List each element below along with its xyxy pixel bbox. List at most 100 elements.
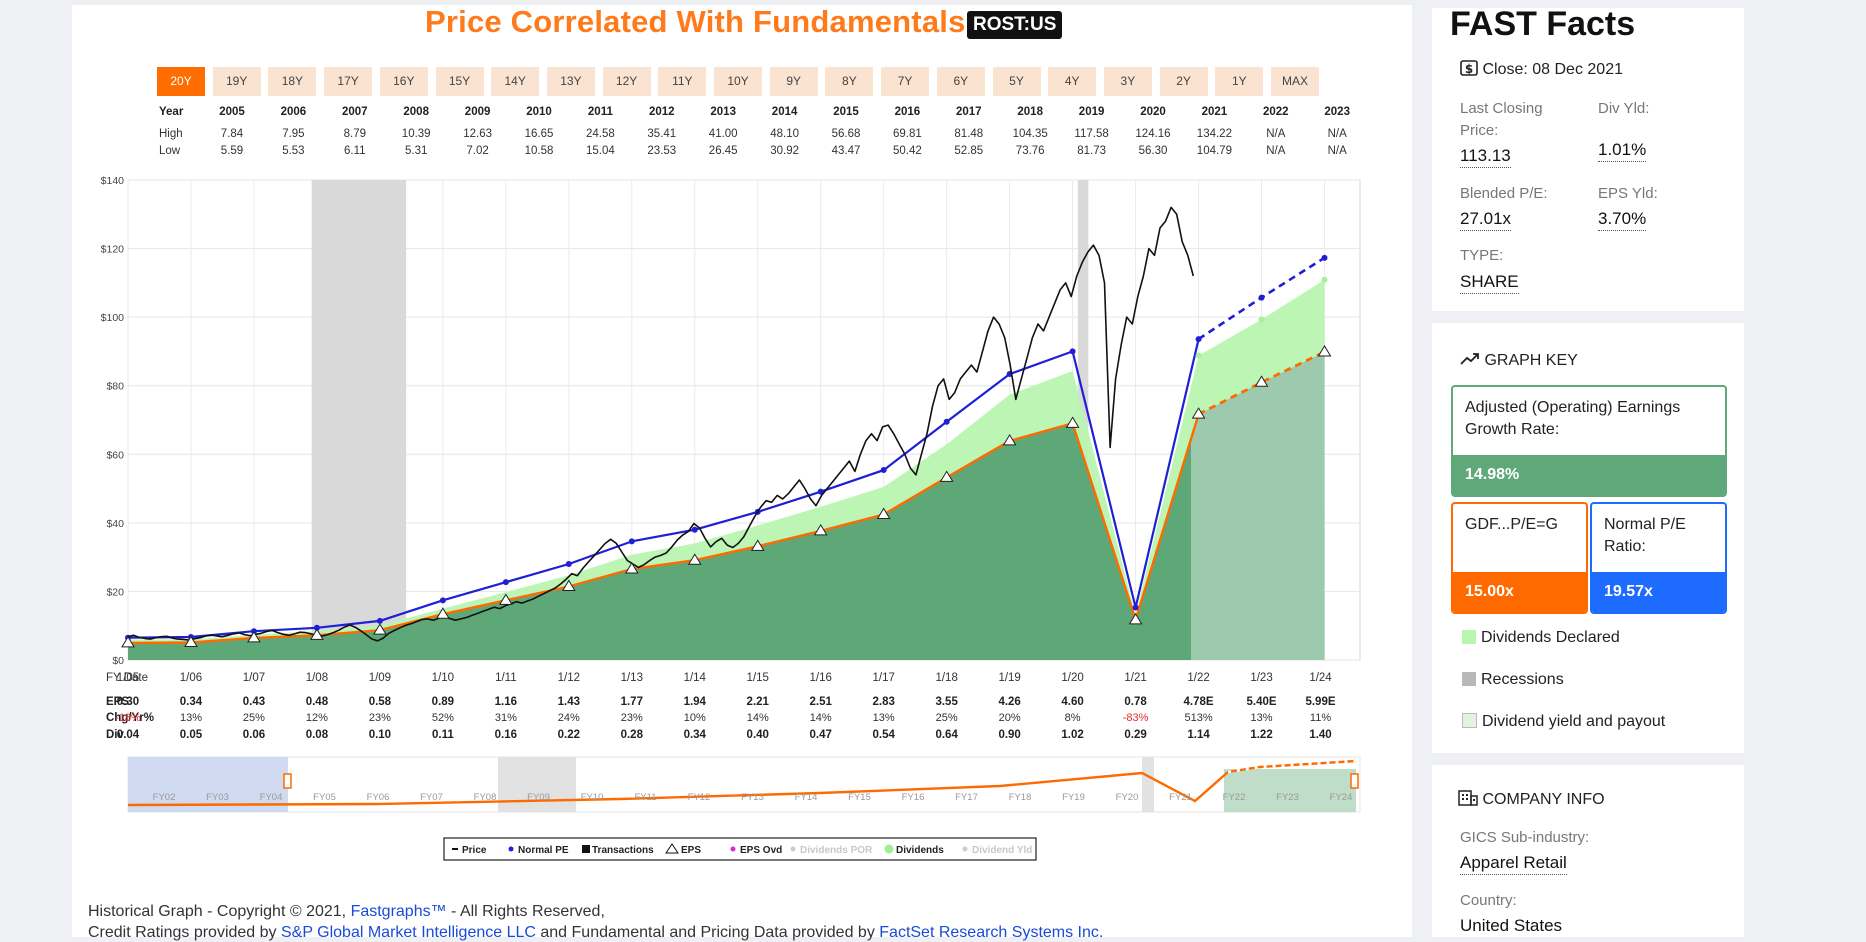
- year-cell: 2008: [403, 106, 429, 118]
- fastgraphs-link[interactable]: Fastgraphs™: [350, 903, 447, 920]
- navigator-label: FY13: [741, 792, 764, 803]
- high-cell: 69.81: [893, 128, 922, 140]
- range-button-8y[interactable]: 8Y: [825, 67, 874, 96]
- normal-pe-point: [565, 561, 572, 567]
- year-cell: 2017: [956, 106, 982, 118]
- eps-line: [127, 413, 1200, 645]
- range-button-16y[interactable]: 16Y: [379, 67, 428, 96]
- navigator-label: FY24: [1330, 792, 1353, 803]
- type-value[interactable]: SHARE: [1460, 272, 1519, 294]
- navigator-label: FY05: [313, 792, 336, 803]
- range-button-13y[interactable]: 13Y: [546, 67, 595, 96]
- navigator-label: FY17: [955, 792, 978, 803]
- recession-band: [311, 180, 407, 660]
- normal-pe-point: [313, 624, 320, 631]
- normal-pe-point: [691, 526, 698, 533]
- eps-cell: 2.21: [747, 696, 770, 708]
- low-cell: 73.76: [1015, 145, 1045, 157]
- normal-pe-box: Normal P/E Ratio: 19.57x: [1590, 502, 1727, 614]
- eps-marker: [1065, 416, 1080, 428]
- range-button-14y[interactable]: 14Y: [491, 67, 540, 96]
- navigator-selection: [128, 757, 288, 812]
- eps-marker: [184, 635, 198, 648]
- range-button-12y[interactable]: 12Y: [602, 67, 651, 96]
- div-cell: 0.47: [810, 729, 832, 741]
- eps-cell: 0.48: [306, 696, 329, 708]
- fy-date-cell: 1/13: [621, 672, 643, 684]
- high-cell: 24.58: [586, 128, 615, 140]
- normal-pe-value: 19.57x: [1592, 572, 1725, 612]
- y-tick-label: $20: [106, 586, 124, 598]
- factset-link[interactable]: FactSet Research Systems Inc.: [879, 924, 1104, 941]
- eps-marker: [624, 561, 639, 574]
- fy-date-cell: 1/20: [1061, 672, 1083, 684]
- dividend-yield-swatch: [1462, 713, 1477, 728]
- blended-pe-value[interactable]: 27.01x: [1460, 209, 1512, 231]
- chg-label: Chg/Yr%: [106, 712, 154, 724]
- low-cell: 30.92: [770, 145, 799, 157]
- eps-cell: 5.40E: [1247, 696, 1277, 708]
- div-yld-value[interactable]: 1.01%: [1598, 140, 1647, 162]
- normal-pe-point: [1069, 348, 1076, 355]
- price-line: [127, 206, 1195, 642]
- div-cell: 1.40: [1309, 729, 1331, 741]
- year-cell: 2023: [1324, 106, 1350, 118]
- range-button-11y[interactable]: 11Y: [658, 67, 707, 96]
- year-cell: 2018: [1017, 106, 1043, 118]
- chg-cell: 8%: [1065, 712, 1081, 724]
- low-cell: 5.31: [404, 145, 428, 157]
- navigator-label: FY04: [260, 792, 283, 803]
- dollar-icon: $: [1460, 60, 1478, 76]
- range-button-max[interactable]: MAX: [1271, 67, 1319, 96]
- range-button-6y[interactable]: 6Y: [936, 67, 985, 96]
- fy-date-cell: 1/11: [495, 672, 517, 684]
- range-button-5y[interactable]: 5Y: [992, 67, 1041, 96]
- legend-label: Dividends: [896, 845, 944, 856]
- legend-label: Dividend Yld: [972, 845, 1032, 856]
- low-cell: 56.30: [1138, 145, 1168, 157]
- graph-key-title-text: GRAPH KEY: [1484, 352, 1578, 369]
- sp-global-link[interactable]: S&P Global Market Intelligence LLC: [280, 924, 536, 941]
- high-cell: 81.48: [954, 128, 984, 140]
- year-cell: 2019: [1078, 106, 1105, 118]
- high-cell: 8.79: [343, 128, 366, 140]
- high-cell: 117.58: [1074, 128, 1109, 140]
- chg-cell: 25%: [243, 712, 265, 724]
- eps-cell: 0.58: [369, 696, 392, 708]
- growth-rate-value: 14.98%: [1453, 455, 1725, 495]
- gics-value[interactable]: Apparel Retail: [1460, 853, 1567, 875]
- navigator-label: FY11: [634, 792, 656, 803]
- high-cell: 48.10: [770, 128, 799, 140]
- eps-cell: 0.30: [117, 696, 139, 708]
- range-button-9y[interactable]: 9Y: [769, 67, 818, 96]
- legend-label: Dividends POR: [800, 845, 873, 856]
- range-button-3y[interactable]: 3Y: [1103, 67, 1152, 96]
- range-button-18y[interactable]: 18Y: [268, 67, 317, 96]
- legend-dividends-symbol: [884, 844, 894, 854]
- eps-marker: [310, 628, 324, 640]
- chg-cell: 13%: [1251, 712, 1273, 724]
- chg-cell: 11%: [1310, 712, 1331, 724]
- div-cell: 0.29: [1124, 729, 1146, 741]
- range-button-7y[interactable]: 7Y: [881, 67, 930, 96]
- navigator-forecast-area: [1224, 769, 1356, 812]
- range-button-19y[interactable]: 19Y: [212, 67, 261, 96]
- chg-cell: 14%: [810, 712, 832, 724]
- legend-eps-symbol: [665, 843, 679, 854]
- div-cell: 0.11: [432, 729, 454, 741]
- range-button-17y[interactable]: 17Y: [324, 67, 373, 96]
- last-closing-value[interactable]: 113.13: [1460, 146, 1511, 168]
- fy-date-cell: 1/14: [684, 672, 707, 684]
- div-cell: 0.06: [243, 729, 265, 741]
- legend-label: EPS: [681, 845, 701, 856]
- range-button-10y[interactable]: 10Y: [714, 67, 762, 96]
- eps-yld-value[interactable]: 3.70%: [1598, 209, 1647, 231]
- range-button-20y[interactable]: 20Y: [157, 67, 205, 96]
- range-button-1y[interactable]: 1Y: [1215, 67, 1264, 96]
- fast-facts-card: [1432, 8, 1744, 311]
- legend-label: Transactions: [592, 845, 654, 856]
- range-button-4y[interactable]: 4Y: [1048, 67, 1097, 96]
- low-cell: 104.79: [1196, 145, 1232, 157]
- range-button-2y[interactable]: 2Y: [1159, 67, 1208, 96]
- range-button-15y[interactable]: 15Y: [435, 67, 484, 96]
